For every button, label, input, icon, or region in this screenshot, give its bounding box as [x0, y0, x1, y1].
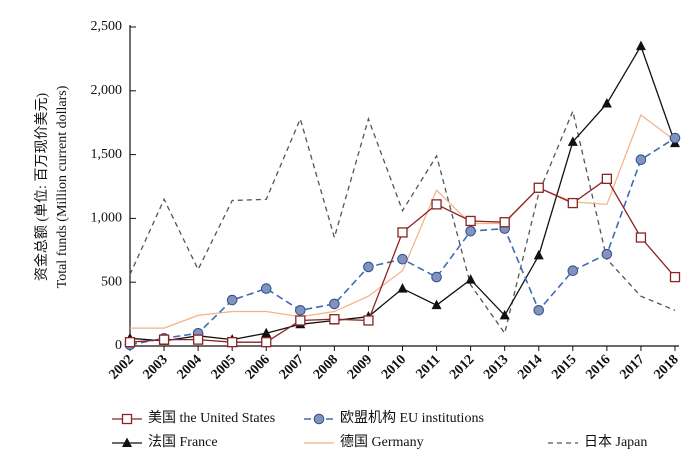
x-tick-label: 2010 — [379, 352, 409, 382]
x-tick-label: 2002 — [106, 352, 136, 382]
x-tick-label: 2007 — [277, 352, 307, 382]
x-tick-label: 2014 — [515, 352, 545, 382]
data-point-eu — [397, 253, 408, 265]
x-tick-label: 2018 — [651, 352, 681, 382]
data-point-us — [499, 217, 510, 228]
data-point-fr — [431, 299, 442, 310]
data-point-eu — [329, 298, 340, 310]
axes — [129, 25, 679, 347]
series-de — [130, 114, 676, 329]
data-point-eu — [635, 154, 647, 166]
legend-marker-eu — [313, 413, 325, 425]
data-point-eu — [363, 261, 374, 273]
data-point-eu — [601, 248, 613, 260]
legend-label-de: 德国 Germany — [340, 434, 424, 450]
data-point-eu — [465, 225, 476, 237]
legend-item-eu: 欧盟机构 EU institutions — [304, 410, 484, 426]
legend-marker-fr — [122, 437, 132, 447]
data-point-us — [158, 334, 170, 345]
y-ticks: 0 500 1,000 1,500 2,000 2,500 — [91, 19, 136, 353]
data-point-fr — [567, 136, 578, 146]
y-axis-label-en: Total funds (Million current dollars) — [55, 85, 70, 288]
data-point-us — [363, 315, 374, 326]
series-line-fr — [129, 44, 676, 342]
data-point-us — [295, 315, 306, 326]
y-tick-label: 1,000 — [91, 211, 123, 226]
legend-label-eu: 欧盟机构 EU institutions — [340, 410, 484, 426]
series-line-jp — [129, 109, 676, 335]
y-tick-label: 1,500 — [91, 147, 123, 162]
data-point-us — [601, 173, 613, 184]
data-point-eu — [431, 271, 442, 283]
legend-marker-us — [121, 413, 133, 425]
x-tick-label: 2017 — [617, 352, 647, 382]
x-tick-label: 2009 — [345, 352, 375, 382]
x-tick-label: 2005 — [209, 352, 239, 382]
x-tick-label: 2016 — [583, 352, 613, 382]
legend-item-jp: 日本 Japan — [548, 434, 647, 450]
data-point-us — [192, 334, 204, 345]
data-point-us — [124, 337, 136, 348]
legend-item-us: 美国 the United States — [112, 410, 275, 426]
x-tick-label: 2015 — [549, 352, 579, 382]
data-point-fr — [261, 327, 272, 338]
series-fr — [125, 40, 680, 345]
data-point-fr — [635, 40, 646, 51]
data-point-us — [227, 337, 238, 348]
data-point-us — [669, 271, 681, 283]
x-tick-label: 2006 — [243, 352, 273, 382]
x-ticks: 2002 2003 2004 2005 2006 2007 2008 2009 2010 2011… — [106, 346, 682, 383]
data-point-eu — [533, 304, 545, 316]
data-point-eu — [669, 132, 681, 144]
series-us — [124, 173, 681, 348]
data-point-fr — [601, 98, 612, 108]
y-axis-label-zh: 资金总额 (单位: 百万现价美元) — [34, 93, 50, 282]
x-tick-label: 2012 — [447, 352, 477, 382]
series-jp — [129, 109, 676, 335]
legend: 美国 the United States 欧盟机构 EU institutions… — [112, 410, 647, 450]
data-point-fr — [533, 249, 544, 260]
legend-item-de: 德国 Germany — [304, 434, 424, 450]
y-tick-label: 2,500 — [91, 19, 123, 34]
data-point-us — [635, 232, 647, 243]
legend-label-fr: 法国 France — [148, 434, 218, 450]
x-tick-label: 2011 — [414, 352, 444, 382]
y-tick-label: 0 — [115, 338, 122, 353]
y-tick-label: 500 — [101, 274, 122, 289]
y-axis-label: 资金总额 (单位: 百万现价美元) Total funds (Million c… — [34, 85, 70, 288]
data-point-eu — [260, 283, 272, 294]
legend-item-fr: 法国 France — [112, 434, 218, 450]
data-point-eu — [567, 265, 579, 277]
x-tick-label: 2004 — [175, 352, 205, 382]
x-tick-label: 2013 — [481, 352, 511, 382]
data-point-us — [397, 227, 408, 238]
data-point-fr — [397, 283, 408, 293]
data-point-us — [533, 182, 544, 193]
x-tick-label: 2003 — [140, 352, 170, 382]
series-line-de — [130, 114, 676, 329]
data-point-us — [329, 314, 340, 325]
data-point-us — [431, 199, 442, 210]
series-layer — [124, 40, 681, 351]
data-point-eu — [226, 294, 238, 306]
data-point-fr — [465, 274, 476, 284]
y-tick-label: 2,000 — [91, 83, 123, 98]
data-point-eu — [295, 304, 306, 316]
series-eu — [124, 132, 681, 351]
legend-label-jp: 日本 Japan — [584, 434, 647, 450]
x-tick-label: 2008 — [311, 352, 341, 382]
data-point-us — [567, 197, 578, 209]
data-point-fr — [499, 309, 510, 320]
data-point-us — [261, 337, 272, 348]
legend-label-us: 美国 the United States — [148, 410, 275, 426]
data-point-us — [465, 215, 476, 227]
